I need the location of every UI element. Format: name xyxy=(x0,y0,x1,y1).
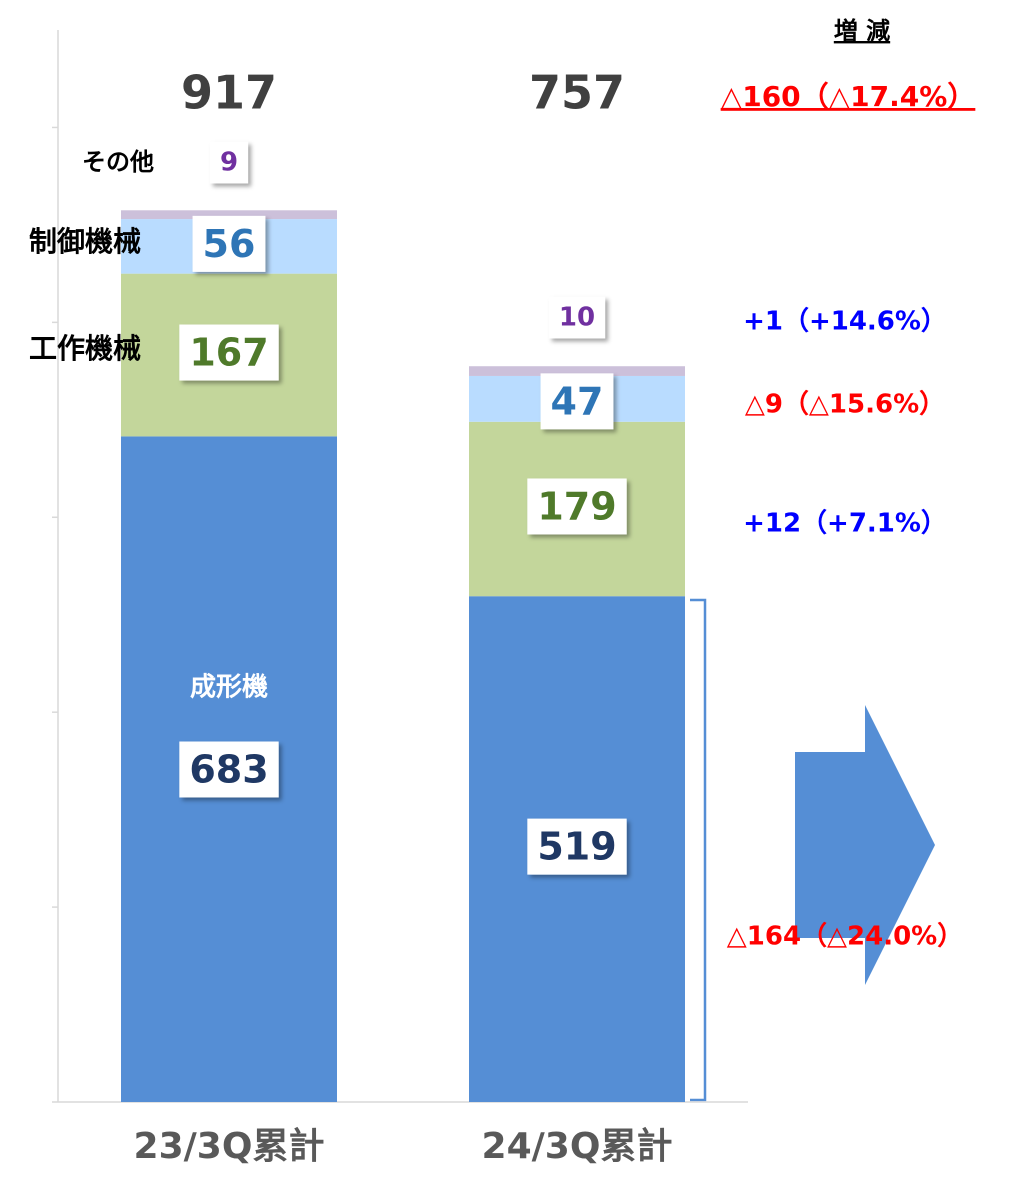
header: 増 減 xyxy=(834,17,890,45)
value-label: 9 xyxy=(220,148,238,178)
label-box xyxy=(209,141,249,184)
value-label: 683 xyxy=(189,748,268,792)
label-box xyxy=(179,741,279,798)
label-box xyxy=(527,818,627,875)
value-label: 47 xyxy=(551,379,604,423)
x-tick-label: 24/3Q累計 xyxy=(482,1126,673,1167)
value-label: 179 xyxy=(537,484,616,528)
change-label: +1（+14.6%） xyxy=(743,307,947,337)
value-label: 10 xyxy=(559,303,595,333)
value-label: 167 xyxy=(189,331,268,375)
series-name: 制御機械 xyxy=(29,225,141,258)
arrow xyxy=(795,705,935,985)
label-box xyxy=(527,478,627,535)
series-name: 工作機械 xyxy=(29,332,141,365)
x-tick-label: 23/3Q累計 xyxy=(134,1126,325,1167)
value-label: 519 xyxy=(537,825,616,869)
total-change: △160（△17.4%） xyxy=(721,80,976,113)
bar-segment xyxy=(469,366,685,376)
change-label: △9（△15.6%） xyxy=(745,390,945,420)
change-label: +12（+7.1%） xyxy=(743,509,947,539)
series-name: その他 xyxy=(82,148,154,176)
total-label: 757 xyxy=(529,66,625,120)
value-label: 56 xyxy=(203,222,256,266)
bracket xyxy=(690,598,707,1102)
label-box xyxy=(179,324,279,381)
label-box xyxy=(548,296,606,339)
total-label: 917 xyxy=(181,66,277,120)
label-box xyxy=(540,373,614,430)
label-box xyxy=(192,215,266,272)
change-label: △164（△24.0%） xyxy=(727,922,963,952)
series-name: 成形機 xyxy=(190,673,268,703)
bar-segment xyxy=(121,210,337,220)
